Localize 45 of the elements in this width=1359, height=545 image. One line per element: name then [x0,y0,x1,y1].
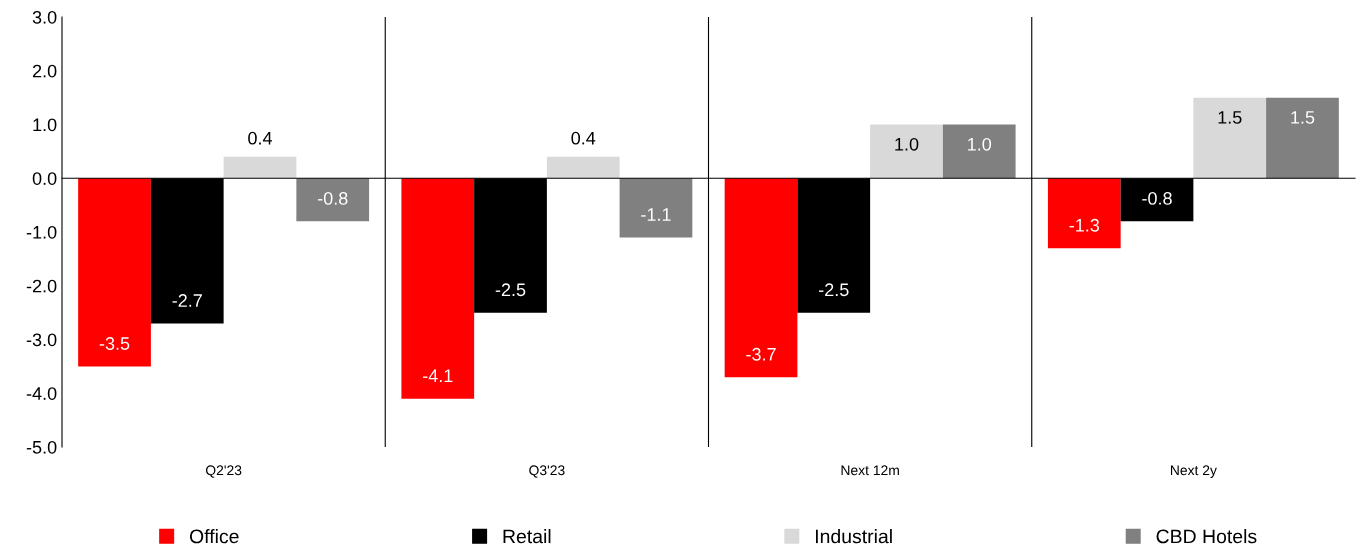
bar [724,178,798,378]
data-label: -3.7 [746,347,776,361]
y-tick-label: -3.0 [26,333,57,347]
bar [870,124,943,179]
y-tick-label: -1.0 [26,225,57,239]
bar [942,124,1016,179]
bar [1047,178,1121,249]
legend-label: CBD Hotels [1156,529,1257,544]
legend-label: Retail [503,529,551,544]
bar [296,178,370,222]
x-tick-label: Next 2y [1170,465,1217,478]
bar [619,178,693,238]
data-label: -1.3 [1069,218,1100,232]
bar [1266,97,1339,179]
data-label: 1.0 [895,137,919,151]
y-tick-label: 3.0 [32,10,57,24]
data-label: -0.8 [317,192,348,205]
bar [546,156,620,179]
x-tick-label: Next 12m [841,465,899,476]
data-label: -3.5 [99,337,130,350]
y-tick-label: 0.0 [32,172,57,185]
data-label: -0.8 [1142,192,1172,205]
bar [401,178,475,399]
data-label: -4.1 [423,369,453,382]
y-tick-label: -2.0 [26,279,57,293]
data-label: 1.0 [968,137,992,151]
x-tick-label: Q3'23 [529,465,565,478]
legend-label: Industrial [815,529,892,544]
x-tick-label: Q2'23 [205,465,242,478]
y-tick-label: 1.0 [33,118,57,132]
data-label: 0.4 [571,131,596,145]
y-tick-label: -4.0 [26,387,57,400]
y-tick-label: -5.0 [26,440,57,454]
y-tick-label: 2.0 [32,64,57,78]
data-label: -2.5 [819,283,849,297]
bar [78,178,151,367]
data-label: 1.5 [1218,111,1242,124]
bar [1193,97,1267,179]
bar [223,156,297,179]
legend-label: Office [189,529,239,544]
data-label: -1.1 [641,208,671,221]
data-label: -2.5 [495,283,526,297]
data-label: 0.4 [248,131,273,145]
data-label: 1.5 [1291,111,1315,124]
data-label: -2.7 [172,294,202,307]
